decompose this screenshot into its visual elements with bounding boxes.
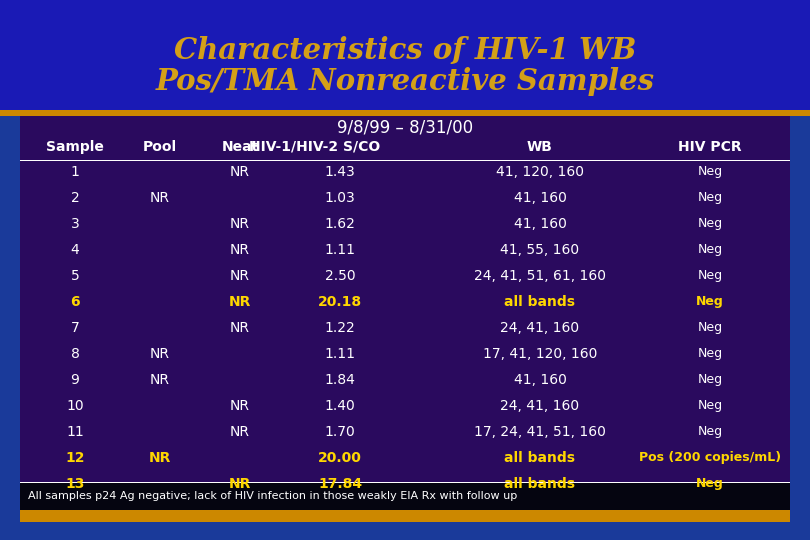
Text: Neg: Neg — [697, 244, 723, 256]
Text: 7: 7 — [70, 321, 79, 335]
Text: 5: 5 — [70, 269, 79, 283]
Text: 1.22: 1.22 — [325, 321, 356, 335]
Text: All samples p24 Ag negative; lack of HIV infection in those weakly EIA Rx with f: All samples p24 Ag negative; lack of HIV… — [28, 491, 518, 501]
Text: 10: 10 — [66, 399, 83, 413]
Text: NR: NR — [230, 425, 250, 439]
Text: all bands: all bands — [505, 451, 575, 465]
Text: all bands: all bands — [505, 477, 575, 491]
Text: 1.84: 1.84 — [325, 373, 356, 387]
Text: 1.43: 1.43 — [325, 165, 356, 179]
Text: NR: NR — [230, 269, 250, 283]
Text: 1.03: 1.03 — [325, 191, 356, 205]
Text: 41, 160: 41, 160 — [514, 373, 566, 387]
Bar — [20, 482, 790, 483]
Text: 11: 11 — [66, 425, 84, 439]
Text: 20.18: 20.18 — [318, 295, 362, 309]
Text: NR: NR — [230, 399, 250, 413]
Text: 41, 160: 41, 160 — [514, 191, 566, 205]
Text: 1.11: 1.11 — [325, 347, 356, 361]
Text: 24, 41, 160: 24, 41, 160 — [501, 321, 580, 335]
Text: 41, 120, 160: 41, 120, 160 — [496, 165, 584, 179]
Bar — [0, 0, 810, 110]
Bar — [20, 510, 790, 522]
Text: 2: 2 — [70, 191, 79, 205]
Text: 1.70: 1.70 — [325, 425, 356, 439]
Text: Neg: Neg — [697, 218, 723, 231]
Text: Pos (200 copies/mL): Pos (200 copies/mL) — [639, 451, 781, 464]
Text: Neg: Neg — [697, 400, 723, 413]
Text: NR: NR — [228, 295, 251, 309]
Text: NR: NR — [230, 165, 250, 179]
Bar — [0, 110, 810, 116]
Text: 41, 55, 160: 41, 55, 160 — [501, 243, 580, 257]
Text: Characteristics of HIV-1 WB: Characteristics of HIV-1 WB — [174, 36, 636, 64]
Text: 24, 41, 51, 61, 160: 24, 41, 51, 61, 160 — [474, 269, 606, 283]
Text: Neat: Neat — [221, 140, 258, 154]
Text: all bands: all bands — [505, 295, 575, 309]
Text: HIV PCR: HIV PCR — [678, 140, 742, 154]
Text: 9: 9 — [70, 373, 79, 387]
Text: Sample: Sample — [46, 140, 104, 154]
Text: 17, 24, 41, 51, 160: 17, 24, 41, 51, 160 — [474, 425, 606, 439]
Text: Neg: Neg — [696, 295, 724, 308]
Bar — [20, 482, 790, 510]
Text: Neg: Neg — [697, 348, 723, 361]
Text: 17, 41, 120, 160: 17, 41, 120, 160 — [483, 347, 597, 361]
Text: 1.11: 1.11 — [325, 243, 356, 257]
Text: NR: NR — [230, 243, 250, 257]
Text: Neg: Neg — [697, 269, 723, 282]
Text: 13: 13 — [66, 477, 85, 491]
Text: 8: 8 — [70, 347, 79, 361]
Text: Neg: Neg — [697, 426, 723, 438]
Text: NR: NR — [149, 451, 171, 465]
Text: NR: NR — [230, 217, 250, 231]
Text: NR: NR — [228, 477, 251, 491]
Text: NR: NR — [150, 191, 170, 205]
Text: 41, 160: 41, 160 — [514, 217, 566, 231]
Text: 20.00: 20.00 — [318, 451, 362, 465]
Text: Pos/TMA Nonreactive Samples: Pos/TMA Nonreactive Samples — [156, 68, 654, 97]
Text: 17.84: 17.84 — [318, 477, 362, 491]
Text: Pool: Pool — [143, 140, 177, 154]
Text: 3: 3 — [70, 217, 79, 231]
Text: Neg: Neg — [697, 321, 723, 334]
Text: Neg: Neg — [697, 374, 723, 387]
Text: 1.62: 1.62 — [325, 217, 356, 231]
Bar — [20, 114, 790, 482]
Text: NR: NR — [230, 321, 250, 335]
Text: 1.40: 1.40 — [325, 399, 356, 413]
Text: 2.50: 2.50 — [325, 269, 356, 283]
Text: NR: NR — [150, 373, 170, 387]
Text: Neg: Neg — [696, 477, 724, 490]
Text: 4: 4 — [70, 243, 79, 257]
Text: 6: 6 — [70, 295, 80, 309]
Text: HIV-1/HIV-2 S/CO: HIV-1/HIV-2 S/CO — [249, 140, 381, 154]
Bar — [20, 159, 790, 161]
Text: 24, 41, 160: 24, 41, 160 — [501, 399, 580, 413]
Text: WB: WB — [527, 140, 553, 154]
Text: NR: NR — [150, 347, 170, 361]
Text: 1: 1 — [70, 165, 79, 179]
Text: Neg: Neg — [697, 165, 723, 179]
Text: Neg: Neg — [697, 192, 723, 205]
Text: 12: 12 — [66, 451, 85, 465]
Text: 9/8/99 – 8/31/00: 9/8/99 – 8/31/00 — [337, 119, 473, 137]
